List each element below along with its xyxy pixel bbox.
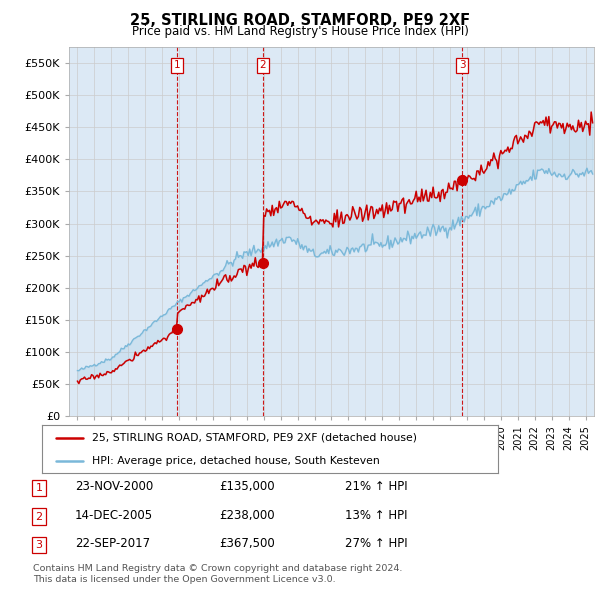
Text: £367,500: £367,500: [219, 537, 275, 550]
Text: £135,000: £135,000: [219, 480, 275, 493]
Text: Contains HM Land Registry data © Crown copyright and database right 2024.: Contains HM Land Registry data © Crown c…: [33, 565, 403, 573]
Text: 25, STIRLING ROAD, STAMFORD, PE9 2XF: 25, STIRLING ROAD, STAMFORD, PE9 2XF: [130, 13, 470, 28]
Text: HPI: Average price, detached house, South Kesteven: HPI: Average price, detached house, Sout…: [92, 456, 380, 466]
Text: £238,000: £238,000: [219, 509, 275, 522]
Text: 3: 3: [35, 540, 43, 550]
Text: 1: 1: [35, 483, 43, 493]
Text: Price paid vs. HM Land Registry's House Price Index (HPI): Price paid vs. HM Land Registry's House …: [131, 25, 469, 38]
Text: 1: 1: [174, 60, 181, 70]
Text: 2: 2: [35, 512, 43, 522]
Text: 2: 2: [260, 60, 266, 70]
Text: 21% ↑ HPI: 21% ↑ HPI: [345, 480, 407, 493]
Text: 27% ↑ HPI: 27% ↑ HPI: [345, 537, 407, 550]
Text: 22-SEP-2017: 22-SEP-2017: [75, 537, 150, 550]
Text: 13% ↑ HPI: 13% ↑ HPI: [345, 509, 407, 522]
Text: This data is licensed under the Open Government Licence v3.0.: This data is licensed under the Open Gov…: [33, 575, 335, 584]
Text: 25, STIRLING ROAD, STAMFORD, PE9 2XF (detached house): 25, STIRLING ROAD, STAMFORD, PE9 2XF (de…: [92, 433, 417, 443]
Text: 14-DEC-2005: 14-DEC-2005: [75, 509, 153, 522]
Text: 3: 3: [459, 60, 466, 70]
Text: 23-NOV-2000: 23-NOV-2000: [75, 480, 153, 493]
